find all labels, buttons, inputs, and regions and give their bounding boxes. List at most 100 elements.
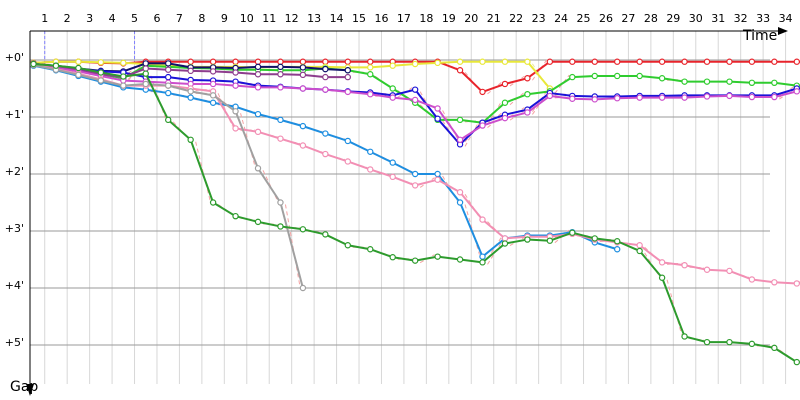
x-tick-label: 1 [41, 12, 48, 25]
data-point [501, 80, 509, 88]
data-point [524, 58, 531, 65]
data-point [501, 99, 509, 106]
data-point [434, 176, 441, 183]
data-point [771, 344, 778, 352]
data-point [456, 256, 464, 263]
x-tick-label: 6 [153, 12, 160, 25]
data-point [277, 63, 284, 71]
x-tick-label: 12 [285, 12, 299, 25]
drop-line [464, 71, 480, 91]
series-line [33, 60, 800, 93]
data-point [187, 136, 194, 143]
data-point [479, 88, 486, 96]
x-tick-label: 2 [64, 12, 71, 25]
x-tick-labels: 1 2 3 4 5 6 7 8 9 10 11 12 13 14 15 16 17 18 19 20 21 22 23 24 2… [41, 12, 793, 25]
data-point [277, 116, 284, 124]
series-line [33, 64, 800, 141]
data-point [591, 96, 598, 103]
drop-line [487, 236, 503, 259]
data-point [277, 199, 284, 206]
data-point [322, 58, 329, 65]
x-tick-label: 4 [109, 12, 116, 25]
data-point [456, 58, 464, 65]
data-point [254, 84, 262, 91]
data-point [164, 82, 172, 89]
data-point [254, 110, 262, 118]
data-point [726, 78, 733, 85]
data-point [232, 125, 239, 132]
drop-line [464, 204, 480, 255]
data-point [389, 94, 396, 101]
data-point [636, 72, 643, 80]
data-point [524, 75, 531, 82]
data-point [501, 114, 509, 122]
data-point [524, 109, 531, 116]
data-point [299, 64, 307, 71]
data-point [367, 166, 374, 173]
data-point [299, 58, 307, 65]
data-point [232, 212, 239, 220]
data-point [546, 237, 554, 244]
data-point [658, 274, 666, 281]
data-point [344, 242, 351, 249]
x-tick-label: 18 [419, 12, 433, 25]
x-tick-label: 34 [779, 12, 793, 25]
data-point [322, 86, 329, 93]
data-point [322, 231, 329, 238]
x-tick-label: 28 [644, 12, 658, 25]
x-tick-label: 10 [240, 12, 254, 25]
data-point [658, 75, 666, 82]
data-point [389, 62, 396, 69]
data-point [209, 68, 217, 75]
x-tick-label: 25 [577, 12, 591, 25]
data-point [569, 229, 576, 236]
data-point [636, 94, 643, 101]
data-point [658, 259, 666, 266]
data-point [187, 58, 194, 65]
data-point [97, 69, 105, 76]
data-point [277, 71, 284, 78]
data-point [142, 80, 149, 88]
data-point [703, 266, 711, 273]
data-point [546, 58, 554, 65]
data-point [726, 92, 733, 100]
data-point [479, 216, 486, 223]
data-point [479, 259, 486, 266]
data-point [367, 64, 374, 71]
data-point [591, 72, 598, 80]
data-point [322, 150, 329, 158]
data-point [748, 93, 756, 101]
data-point [569, 58, 576, 65]
x-tick-label: 7 [176, 12, 183, 25]
data-point [636, 242, 643, 249]
data-point [703, 78, 711, 85]
x-tick-label: 17 [397, 12, 411, 25]
data-point [681, 262, 688, 269]
data-point [277, 58, 284, 65]
data-point [501, 240, 509, 247]
data-point [120, 59, 127, 67]
x-tick-label: 32 [734, 12, 748, 25]
data-point [411, 170, 419, 178]
data-point [658, 58, 666, 65]
x-tick-label: 22 [509, 12, 523, 25]
data-point [434, 170, 441, 178]
data-point [411, 60, 419, 68]
x-tick-label: 20 [464, 12, 478, 25]
data-point [187, 88, 194, 95]
x-tick-label: 5 [131, 12, 138, 25]
data-point [120, 73, 127, 80]
data-point [187, 94, 194, 101]
data-point [75, 58, 82, 65]
x-tick-label: 31 [711, 12, 725, 25]
data-point [726, 267, 733, 275]
drop-line [464, 123, 480, 143]
data-point [254, 165, 262, 172]
data-point [254, 218, 262, 226]
data-point [367, 90, 374, 98]
x-tick-label: 16 [374, 12, 388, 25]
data-point [411, 86, 419, 93]
data-point [569, 95, 576, 102]
series-11 [30, 60, 800, 366]
